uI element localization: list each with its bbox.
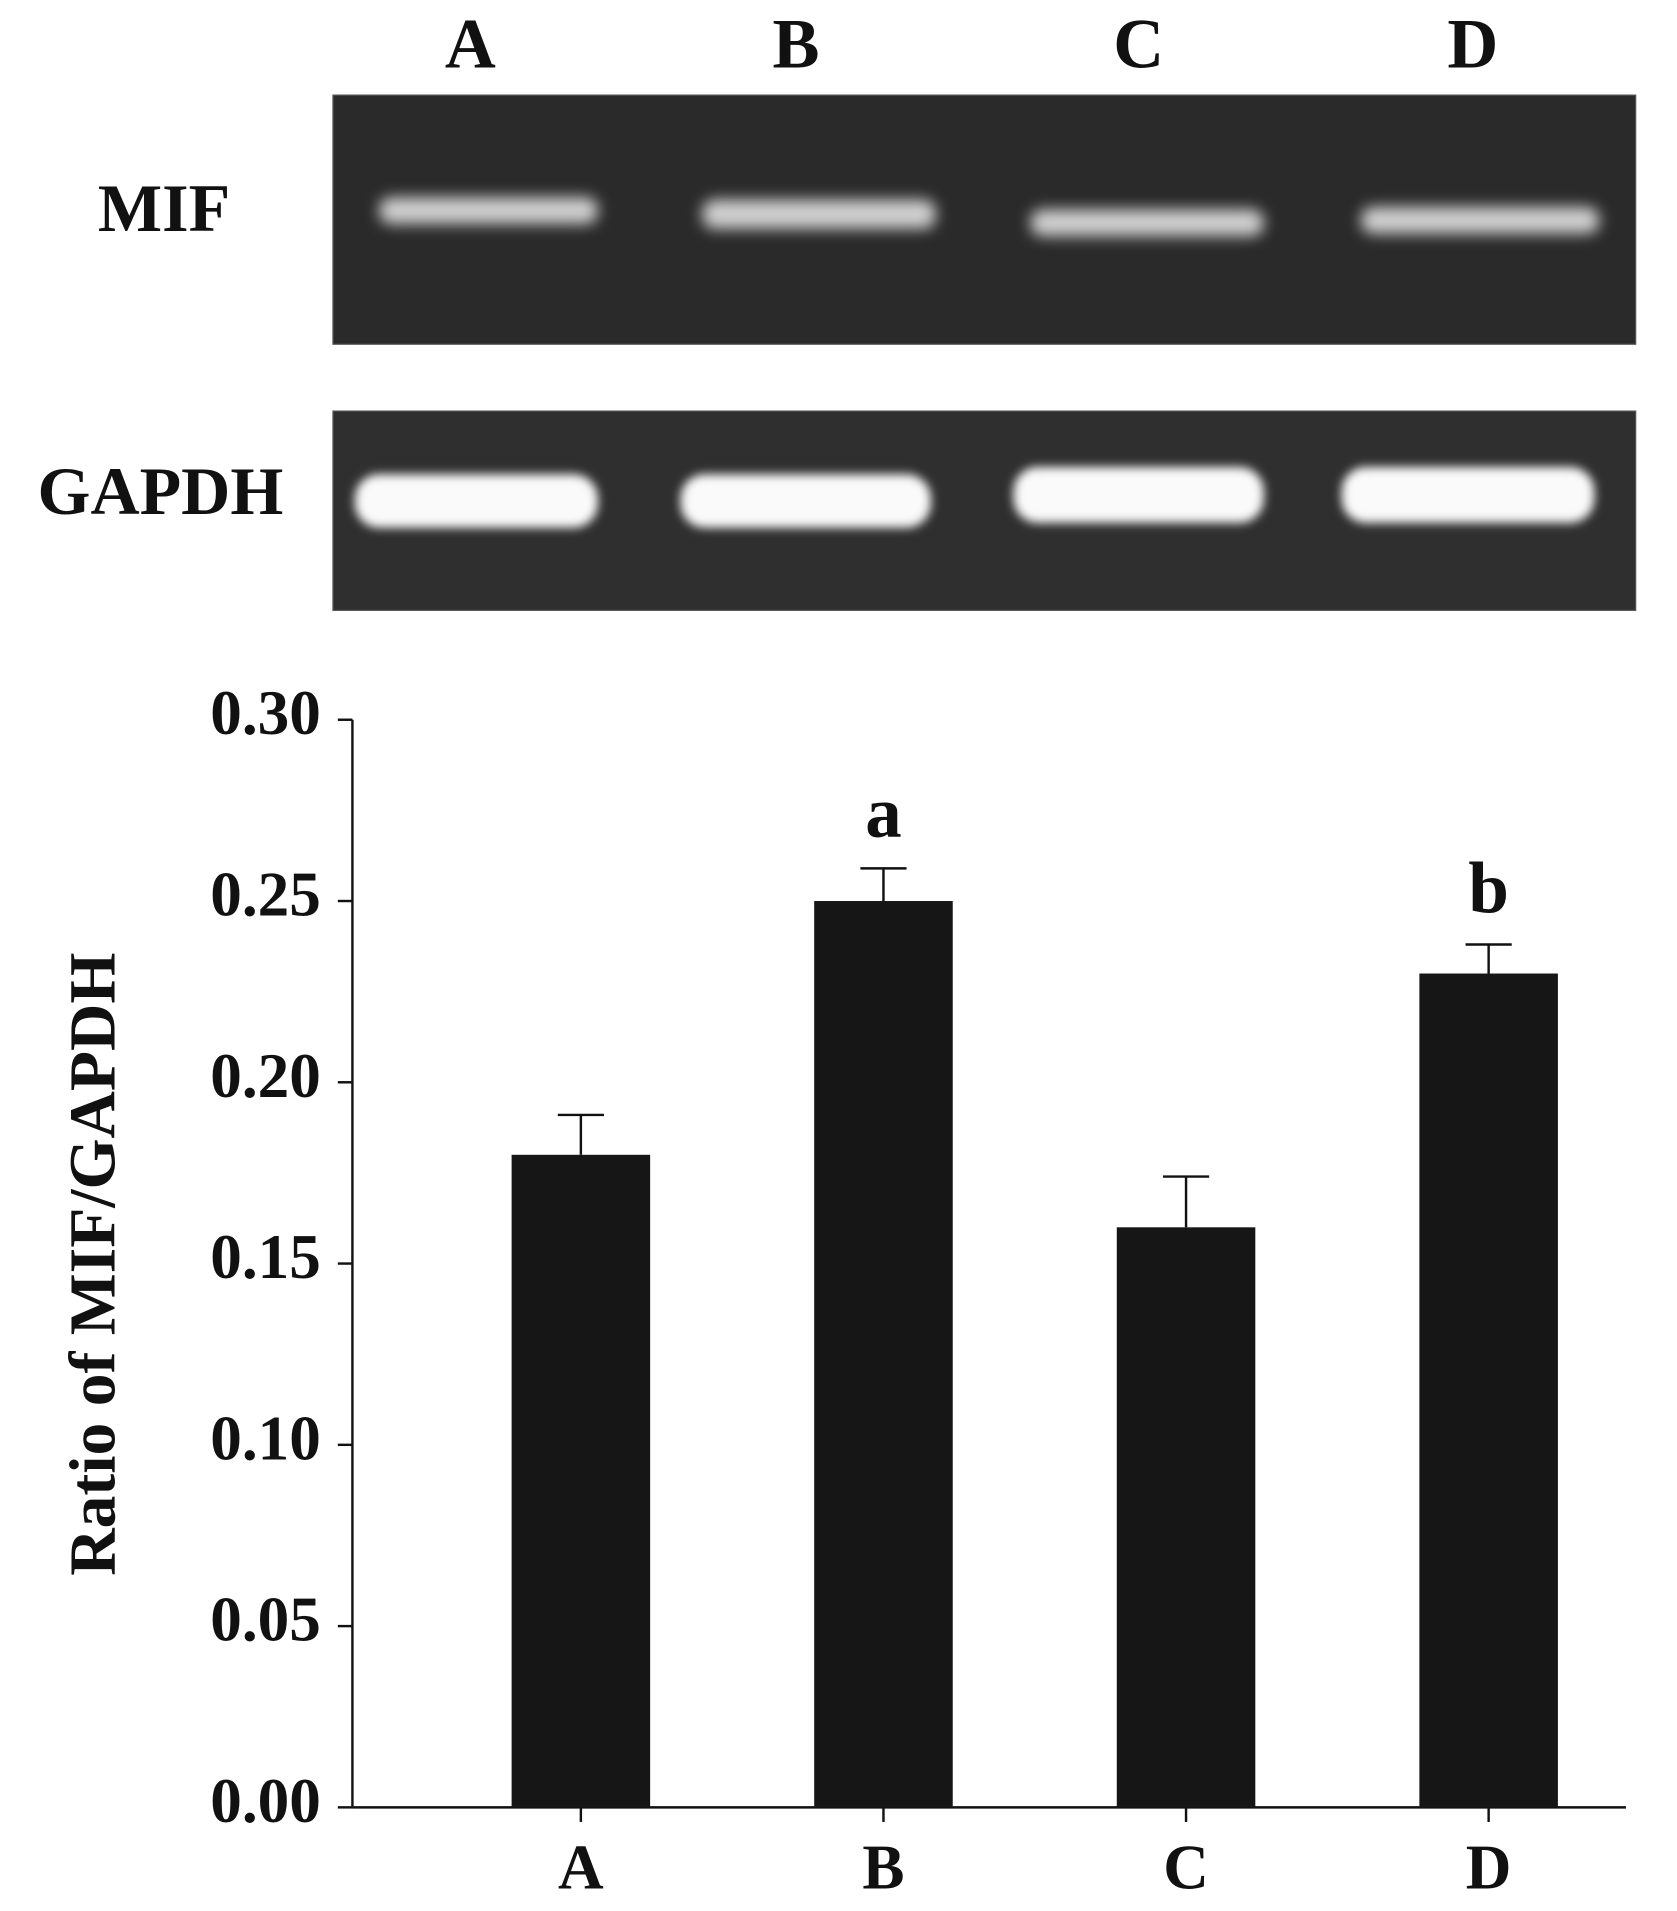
x-tick-label: C [1163,1833,1209,1903]
y-tick-label: 0.20 [210,1041,321,1111]
y-axis-label: Ratio of MIF/GAPDH [58,953,130,1576]
lane-label: D [1447,6,1498,84]
y-tick-label: 0.30 [210,678,321,748]
annotation: b [1468,848,1509,929]
gel-panel: A B C D MIF GAPDH [38,6,1637,611]
x-tick-label: D [1466,1833,1512,1903]
bar [1116,1227,1256,1808]
chart: Ratio of MIF/GAPDH 0.00 0.05 0.10 0.15 0.20 0… [58,678,1626,1903]
gapdh-bands [354,466,1595,528]
lane-label: A [445,6,496,84]
y-tick-label: 0.10 [210,1403,321,1473]
y-tick-label: 0.25 [210,860,321,930]
mif-bands [379,197,1600,237]
y-tick-label: 0.05 [210,1585,321,1655]
lane-label: B [772,6,819,84]
y-tick-label: 0.00 [210,1766,321,1836]
x-tick-label: A [558,1833,604,1903]
bar [1419,973,1558,1808]
y-tick-label: 0.15 [210,1222,321,1292]
bar [511,1154,651,1808]
annotation: a [865,772,901,853]
x-tick-label: B [862,1833,904,1903]
bar [814,901,953,1808]
lane-label: C [1113,6,1164,84]
row-label: GAPDH [38,453,284,529]
row-label: MIF [98,170,230,246]
